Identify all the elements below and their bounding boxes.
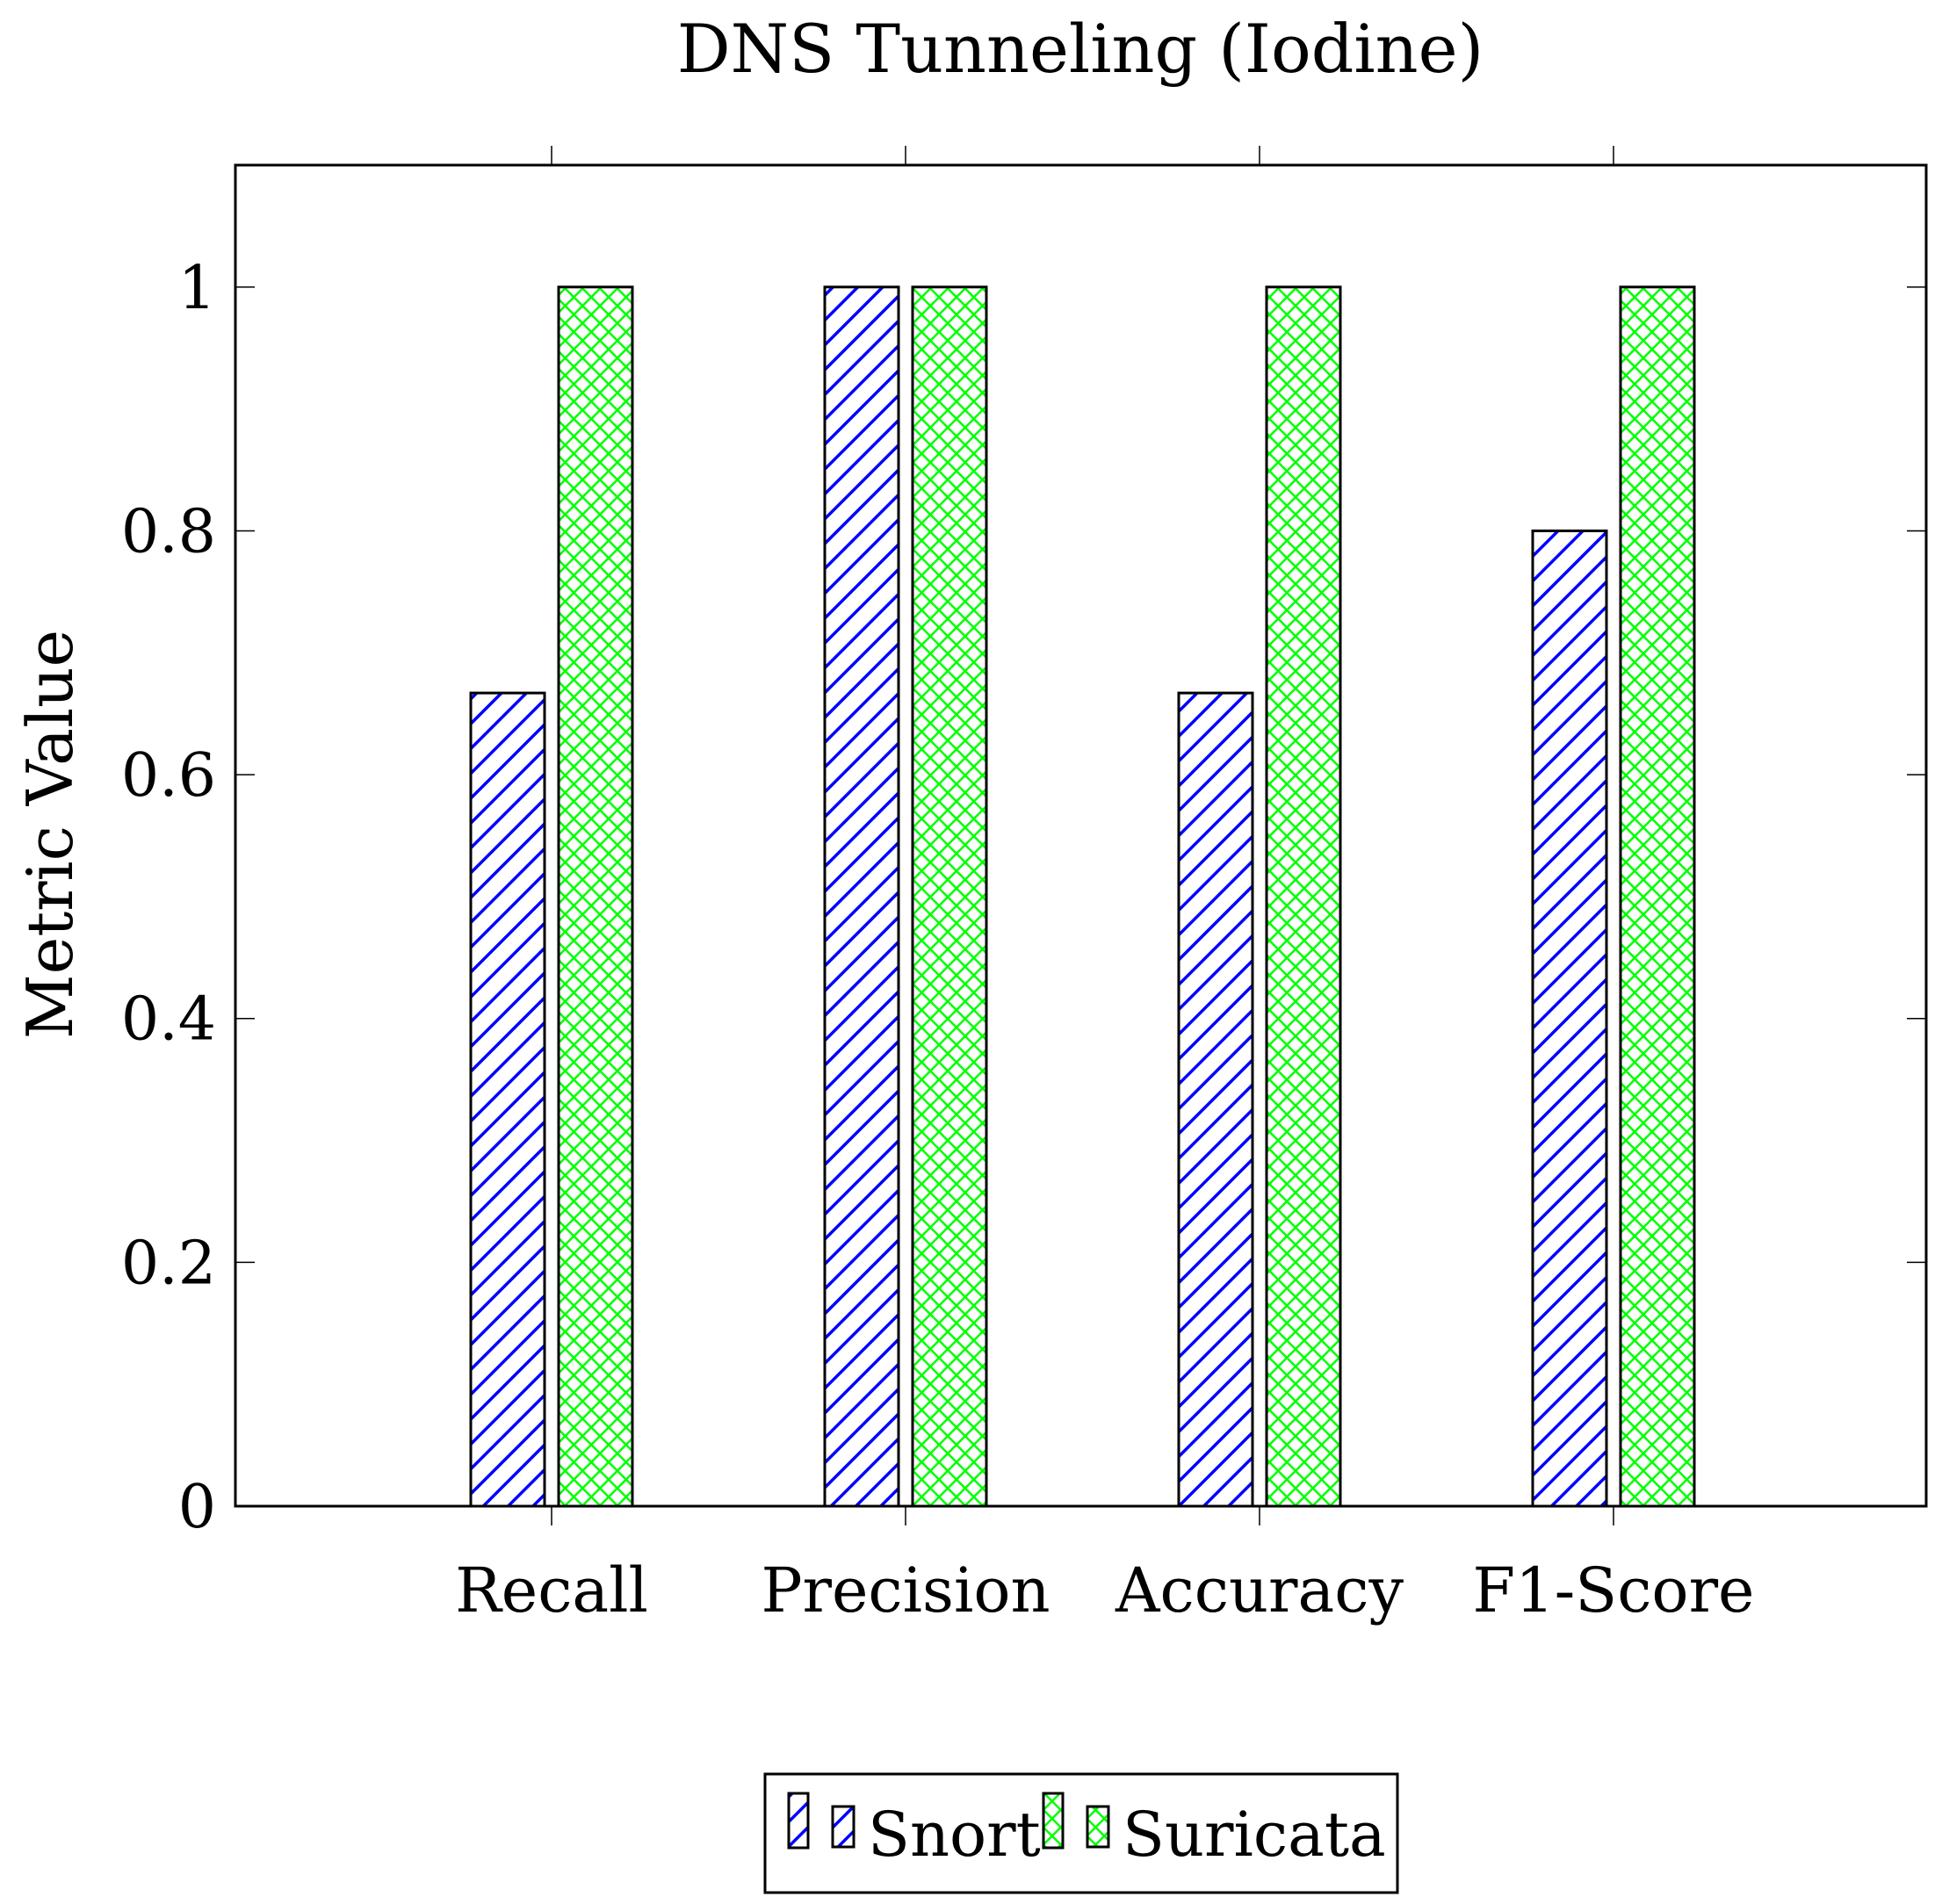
y-tick-label: 0.8 <box>121 497 216 566</box>
legend-swatch-suricata-1 <box>1042 1792 1065 1850</box>
legend-box <box>763 1772 1399 1894</box>
legend-label-suricata: Suricata <box>1123 1799 1386 1871</box>
axis-ticks <box>235 146 1926 1525</box>
bar-suricata-precision <box>911 285 988 1508</box>
y-tick-label: 0.6 <box>121 741 216 811</box>
y-axis-label: Metric Value <box>13 630 87 1039</box>
x-tick-label: Precision <box>761 1554 1050 1626</box>
legend: Snort Suricata <box>763 1772 1399 1894</box>
y-tick-label: 0 <box>178 1473 216 1542</box>
x-tick-label: Recall <box>455 1554 648 1626</box>
y-tick-label: 1 <box>178 254 216 323</box>
legend-swatch-snort-2 <box>831 1805 855 1849</box>
chart-title: DNS Tunneling (Iodine) <box>677 10 1484 88</box>
bar-snort-precision <box>823 285 900 1508</box>
x-tick-label: F1-Score <box>1473 1554 1755 1626</box>
legend-label-snort: Snort <box>868 1799 1041 1871</box>
plot-frame <box>234 163 1928 1508</box>
bar-suricata-recall <box>557 285 634 1508</box>
legend-swatch-snort-1 <box>787 1792 810 1850</box>
x-tick-label: Accuracy <box>1115 1554 1404 1626</box>
bar-suricata-f1-score <box>1619 285 1696 1508</box>
y-tick-label: 0.4 <box>121 985 216 1055</box>
bar-snort-recall <box>469 691 546 1508</box>
bars <box>469 285 1696 1508</box>
bar-snort-accuracy <box>1177 691 1254 1508</box>
bar-suricata-accuracy <box>1265 285 1342 1508</box>
legend-swatch-suricata-2 <box>1086 1805 1110 1849</box>
bar-snort-f1-score <box>1531 529 1608 1508</box>
tick-labels: 0 0.2 0.4 0.6 0.8 1 Recall Precision Accuracy F1-… <box>121 254 1755 1626</box>
y-tick-label: 0.2 <box>121 1229 216 1298</box>
